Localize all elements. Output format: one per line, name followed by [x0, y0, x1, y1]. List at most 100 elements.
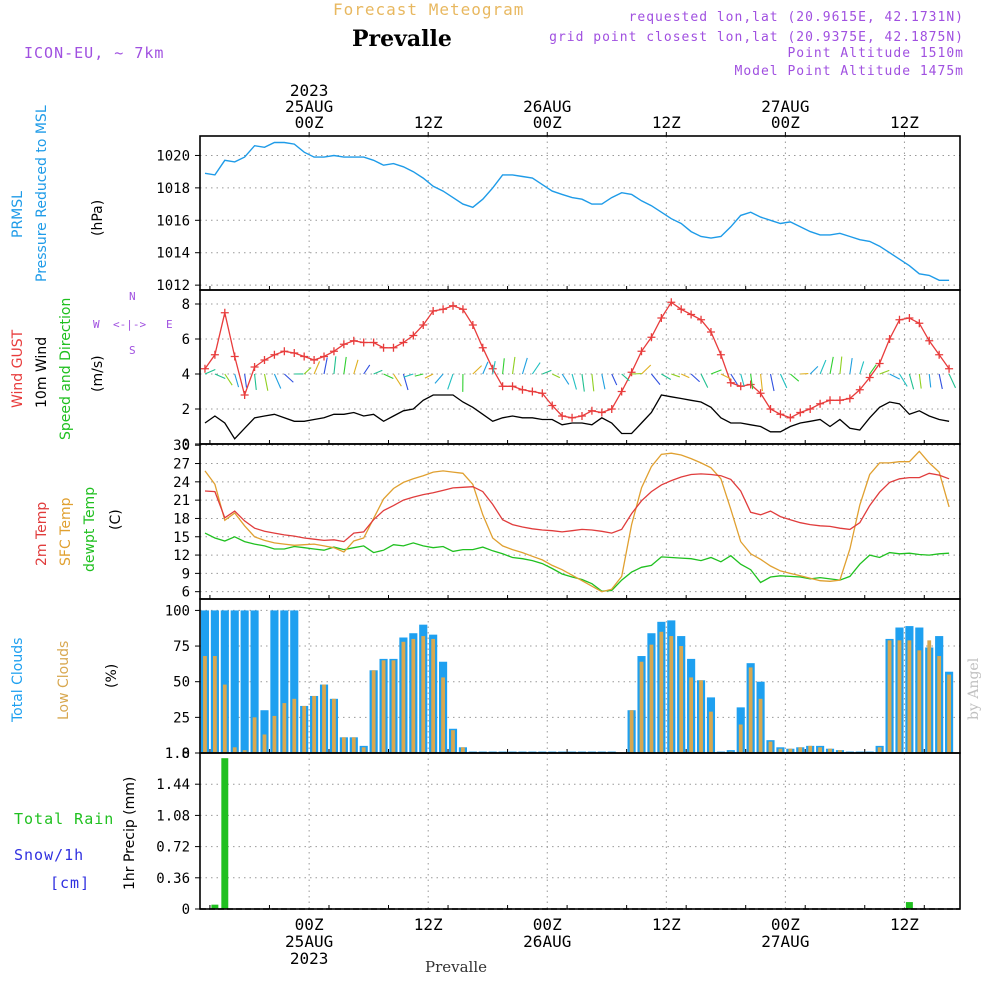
gust-marker	[300, 352, 309, 361]
gust-marker	[697, 315, 706, 324]
wind-direction-arrow	[938, 373, 943, 390]
low-cloud-bar	[897, 640, 902, 753]
wind-direction-arrow	[601, 373, 606, 390]
wind-direction-arrow	[591, 373, 595, 392]
low-cloud-bar	[639, 661, 644, 753]
gust-marker	[230, 352, 239, 361]
temp-unit: (C)	[108, 509, 124, 530]
low-cloud-bar	[361, 747, 366, 753]
wind-direction-arrow	[651, 373, 661, 385]
pressure-ytick-label: 1012	[156, 278, 190, 294]
wind-direction-arrow	[899, 373, 908, 387]
compass-arrows: <-|->	[113, 318, 147, 331]
low-cloud-bar	[371, 670, 376, 753]
gust-marker	[766, 405, 775, 413]
low-cloud-bar	[947, 674, 951, 753]
wind-direction-arrow	[581, 373, 585, 392]
temp-ytick-label: 6	[182, 585, 190, 601]
low-cloud-bar	[242, 750, 247, 753]
gust-marker	[677, 305, 686, 314]
gust-marker	[835, 396, 844, 405]
compass-south: S	[129, 344, 136, 357]
pressure-panel-frame	[199, 135, 961, 291]
wind-direction-arrow	[859, 361, 865, 375]
total-cloud-bar	[260, 710, 269, 753]
point-altitude: Point Altitude 1510m	[787, 46, 964, 61]
gust-marker	[210, 350, 219, 359]
wind-direction-arrow	[511, 356, 516, 375]
gust-marker	[915, 319, 924, 328]
clouds-label-low: Low Clouds	[56, 640, 72, 720]
low-cloud-bar	[411, 638, 416, 753]
pressure-unit: (hPa)	[90, 199, 106, 236]
low-cloud-bar	[381, 660, 386, 753]
wind-direction-arrow	[671, 373, 680, 378]
gust-marker	[746, 380, 755, 389]
low-cloud-bar	[302, 705, 307, 753]
clouds-label-total: Total Clouds	[10, 637, 26, 722]
gust-marker	[528, 387, 537, 396]
wind-direction-arrow	[303, 367, 312, 375]
low-cloud-bar	[421, 636, 426, 753]
precip-ytick-label: 1.44	[156, 777, 190, 793]
wind-direction-arrow	[700, 373, 709, 388]
gust-marker	[786, 413, 795, 422]
wind-direction-arrow	[680, 373, 690, 379]
total-cloud-bar	[250, 610, 259, 753]
low-cloud-bar	[312, 695, 316, 753]
low-cloud-bar	[758, 698, 763, 753]
gust-marker	[925, 336, 934, 345]
low-cloud-bar	[937, 656, 942, 753]
clouds-ytick-label: 0	[182, 746, 190, 762]
rain-bar	[211, 904, 219, 909]
wind-direction-arrow	[502, 358, 505, 375]
pressure-ytick-label: 1020	[156, 148, 190, 164]
wind-direction-arrow	[353, 359, 359, 375]
footer-location: Prevalle	[425, 958, 488, 976]
gust-marker	[220, 308, 229, 317]
gust-marker	[419, 321, 428, 329]
dewpt-line	[204, 532, 950, 592]
gust-marker	[687, 310, 696, 319]
low-cloud-bar	[828, 748, 832, 753]
wind-direction-arrow	[224, 373, 233, 386]
gust-marker	[538, 389, 547, 398]
low-cloud-bar	[649, 644, 654, 753]
clouds-ytick-label: 25	[173, 710, 190, 726]
low-cloud-bar	[689, 677, 694, 753]
wind-direction-arrow	[661, 373, 672, 380]
precip-ytick-label: 1.8	[165, 746, 190, 762]
top-time-label: 00Z	[533, 113, 562, 132]
wind-ytick-label: 8	[182, 297, 190, 313]
wind-direction-arrow	[482, 361, 489, 375]
gust-marker	[458, 305, 467, 314]
low-cloud-bar	[669, 636, 674, 753]
rain-bar	[221, 758, 229, 909]
wind-ytick-label: 0	[182, 437, 190, 453]
low-cloud-bar	[917, 650, 922, 753]
gust-marker	[637, 347, 646, 356]
wind-direction-arrow	[740, 373, 745, 387]
wind-direction-arrow	[424, 373, 434, 379]
gust-marker	[756, 389, 765, 398]
bottom-time-label: 00Z	[771, 915, 800, 934]
gust-marker	[716, 350, 725, 359]
clouds-unit: (%)	[104, 663, 120, 688]
wind-direction-arrow	[472, 365, 483, 375]
wind-direction-arrow	[571, 373, 577, 390]
gust-marker	[320, 352, 329, 361]
gust-marker	[409, 331, 418, 340]
gust-marker	[568, 413, 577, 422]
total-cloud-bar	[290, 610, 299, 753]
wind-ytick-label: 4	[182, 367, 190, 383]
compass-east: E	[166, 318, 173, 331]
low-cloud-bar	[798, 747, 803, 753]
temp-ytick-label: 18	[173, 511, 190, 527]
wind-direction-arrow	[383, 373, 394, 379]
gust-marker	[349, 336, 358, 345]
gust-marker	[945, 364, 954, 373]
wind-direction-arrow	[204, 368, 216, 375]
wind-direction-arrow	[254, 373, 257, 390]
gust-marker	[895, 315, 904, 324]
